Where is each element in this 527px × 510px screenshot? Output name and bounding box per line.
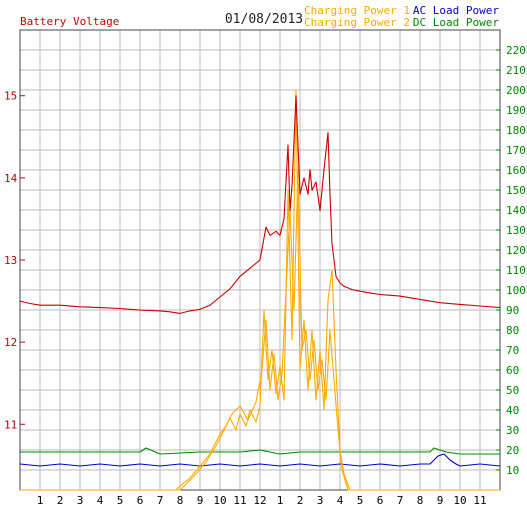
x-axis-tick-label: 11 xyxy=(233,494,246,507)
series-line-dc-load-power xyxy=(20,447,500,455)
left-axis-tick-label: 15 xyxy=(4,90,17,103)
right-axis-tick-label: 20 xyxy=(506,444,519,457)
x-axis-tick-label: 5 xyxy=(117,494,124,507)
left-axis-tick-label: 13 xyxy=(4,254,17,267)
right-axis-tick-label: 160 xyxy=(506,164,526,177)
right-axis-tick-label: 100 xyxy=(506,284,526,297)
right-axis-tick-label: 150 xyxy=(506,184,526,197)
x-axis-tick-label: 9 xyxy=(437,494,444,507)
x-axis-tick-label: 6 xyxy=(137,494,144,507)
right-axis-tick-label: 140 xyxy=(506,204,526,217)
left-axis-tick-label: 11 xyxy=(4,418,17,431)
x-axis-tick-label: 7 xyxy=(397,494,404,507)
x-axis-tick-label: 7 xyxy=(157,494,164,507)
x-axis-tick-label: 1 xyxy=(277,494,284,507)
left-axis-ticks: 11 12 13 14 15 xyxy=(4,90,25,431)
right-axis-tick-label: 130 xyxy=(506,224,526,237)
series-line-charging-power-2 xyxy=(20,169,500,491)
legend-ac-load-power: AC Load Power xyxy=(413,4,499,17)
legend-charging-power-2: Charging Power 2 xyxy=(304,16,410,29)
series-line-battery-voltage xyxy=(19,95,501,314)
x-axis-tick-label: 6 xyxy=(377,494,384,507)
right-axis-tick-label: 220 xyxy=(506,44,526,57)
right-axis-tick-label: 80 xyxy=(506,324,519,337)
series-line-ac-load-power xyxy=(19,453,501,467)
x-axis-tick-label: 12 xyxy=(253,494,266,507)
right-axis-tick-label: 10 xyxy=(506,464,519,477)
chart-title: 01/08/2013 xyxy=(225,12,303,27)
right-axis-tick-label: 60 xyxy=(506,364,519,377)
x-axis-tick-label: 10 xyxy=(213,494,226,507)
x-axis-tick-label: 9 xyxy=(197,494,204,507)
x-axis-tick-label: 2 xyxy=(297,494,304,507)
legend-dc-load-power: DC Load Power xyxy=(413,16,499,29)
right-axis-tick-label: 30 xyxy=(506,424,519,437)
right-axis-tick-label: 40 xyxy=(506,404,519,417)
x-axis-tick-label: 2 xyxy=(57,494,64,507)
right-axis-ticks: 10 20 30 40 50 60 70 80 90 100 110 120 130 140 150 160 1… xyxy=(496,44,526,477)
right-axis-tick-label: 170 xyxy=(506,144,526,157)
series-group xyxy=(19,89,501,491)
right-axis-tick-label: 110 xyxy=(506,264,526,277)
x-axis-tick-label: 4 xyxy=(97,494,104,507)
right-axis-tick-label: 90 xyxy=(506,304,519,317)
x-axis-tick-label: 10 xyxy=(453,494,466,507)
x-axis-tick-label: 8 xyxy=(417,494,424,507)
x-axis-tick-label: 11 xyxy=(473,494,486,507)
left-axis-tick-label: 14 xyxy=(4,172,18,185)
x-axis-tick-label: 1 xyxy=(37,494,44,507)
x-axis-tick-label: 3 xyxy=(317,494,324,507)
x-axis-tick-label: 8 xyxy=(177,494,184,507)
right-axis-tick-label: 210 xyxy=(506,64,526,77)
right-axis-tick-label: 70 xyxy=(506,344,519,357)
right-axis-tick-label: 180 xyxy=(506,124,526,137)
left-axis-label: Battery Voltage xyxy=(20,15,119,28)
x-axis-tick-label: 4 xyxy=(337,494,344,507)
x-axis-ticks: 1 2 3 4 5 6 7 8 9 10 11 12 1 2 3 4 5 6 7 8 9 10 11 xyxy=(37,494,487,507)
series-line-charging-power-1 xyxy=(20,89,500,491)
right-axis-tick-label: 190 xyxy=(506,104,526,117)
legend-charging-power-1: Charging Power 1 xyxy=(304,4,410,17)
right-axis-tick-label: 120 xyxy=(506,244,526,257)
right-axis-tick-label: 50 xyxy=(506,384,519,397)
right-axis-tick-label: 200 xyxy=(506,84,526,97)
x-axis-tick-label: 5 xyxy=(357,494,364,507)
x-axis-tick-label: 3 xyxy=(77,494,84,507)
left-axis-tick-label: 12 xyxy=(4,336,17,349)
